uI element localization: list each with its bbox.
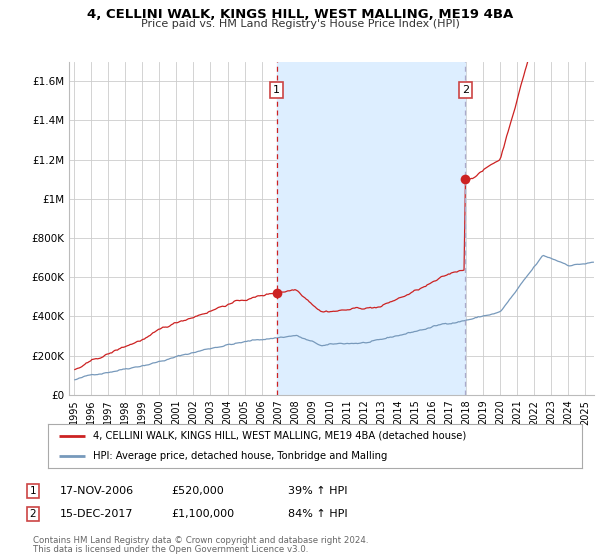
Text: 2: 2 — [29, 509, 37, 519]
Text: This data is licensed under the Open Government Licence v3.0.: This data is licensed under the Open Gov… — [33, 545, 308, 554]
Text: £520,000: £520,000 — [171, 486, 224, 496]
Text: 1: 1 — [29, 486, 37, 496]
Text: 2: 2 — [462, 85, 469, 95]
Text: Contains HM Land Registry data © Crown copyright and database right 2024.: Contains HM Land Registry data © Crown c… — [33, 536, 368, 545]
Bar — [277, 62, 466, 395]
Text: 39% ↑ HPI: 39% ↑ HPI — [288, 486, 347, 496]
Text: 1: 1 — [273, 85, 280, 95]
Text: 17-NOV-2006: 17-NOV-2006 — [60, 486, 134, 496]
Text: 4, CELLINI WALK, KINGS HILL, WEST MALLING, ME19 4BA (detached house): 4, CELLINI WALK, KINGS HILL, WEST MALLIN… — [94, 431, 467, 441]
Text: 4, CELLINI WALK, KINGS HILL, WEST MALLING, ME19 4BA: 4, CELLINI WALK, KINGS HILL, WEST MALLIN… — [87, 8, 513, 21]
Text: Price paid vs. HM Land Registry's House Price Index (HPI): Price paid vs. HM Land Registry's House … — [140, 19, 460, 29]
Text: 15-DEC-2017: 15-DEC-2017 — [60, 509, 133, 519]
Text: £1,100,000: £1,100,000 — [171, 509, 234, 519]
Text: HPI: Average price, detached house, Tonbridge and Malling: HPI: Average price, detached house, Tonb… — [94, 451, 388, 461]
Text: 84% ↑ HPI: 84% ↑ HPI — [288, 509, 347, 519]
